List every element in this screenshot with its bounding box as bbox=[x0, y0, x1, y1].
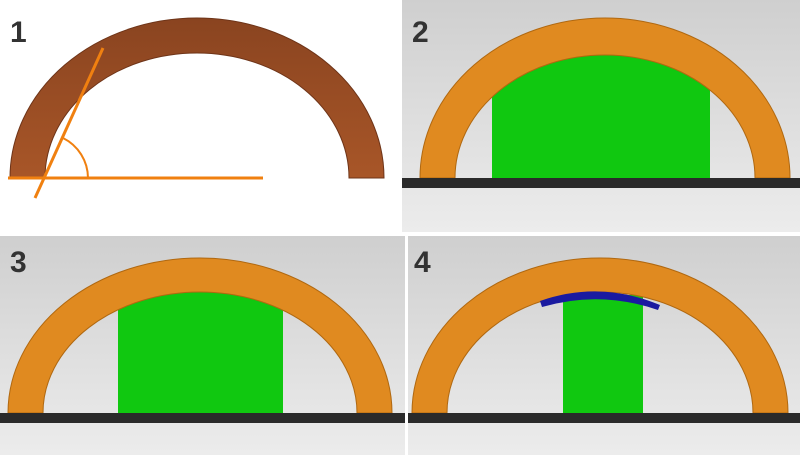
panel-label: 3 bbox=[10, 246, 27, 279]
tangent-line bbox=[33, 47, 105, 199]
arch bbox=[411, 257, 789, 414]
arch bbox=[419, 17, 791, 179]
panel-label: 2 bbox=[412, 16, 429, 49]
build-plate bbox=[408, 413, 800, 423]
panel-label: 4 bbox=[414, 246, 431, 279]
arch bbox=[9, 17, 385, 179]
support-interface bbox=[540, 291, 660, 310]
support bbox=[563, 295, 643, 413]
build-plate bbox=[402, 178, 800, 188]
support bbox=[118, 292, 283, 413]
arch bbox=[7, 257, 393, 414]
support bbox=[492, 55, 710, 178]
panel-1: 1 bbox=[0, 0, 400, 232]
build-plate bbox=[0, 413, 405, 423]
panel-label: 1 bbox=[10, 16, 27, 49]
panel-4: 4 bbox=[408, 236, 800, 455]
panel-3: 3 bbox=[0, 236, 405, 455]
angle-arc bbox=[62, 137, 89, 179]
panel-2: 2 bbox=[402, 0, 800, 232]
